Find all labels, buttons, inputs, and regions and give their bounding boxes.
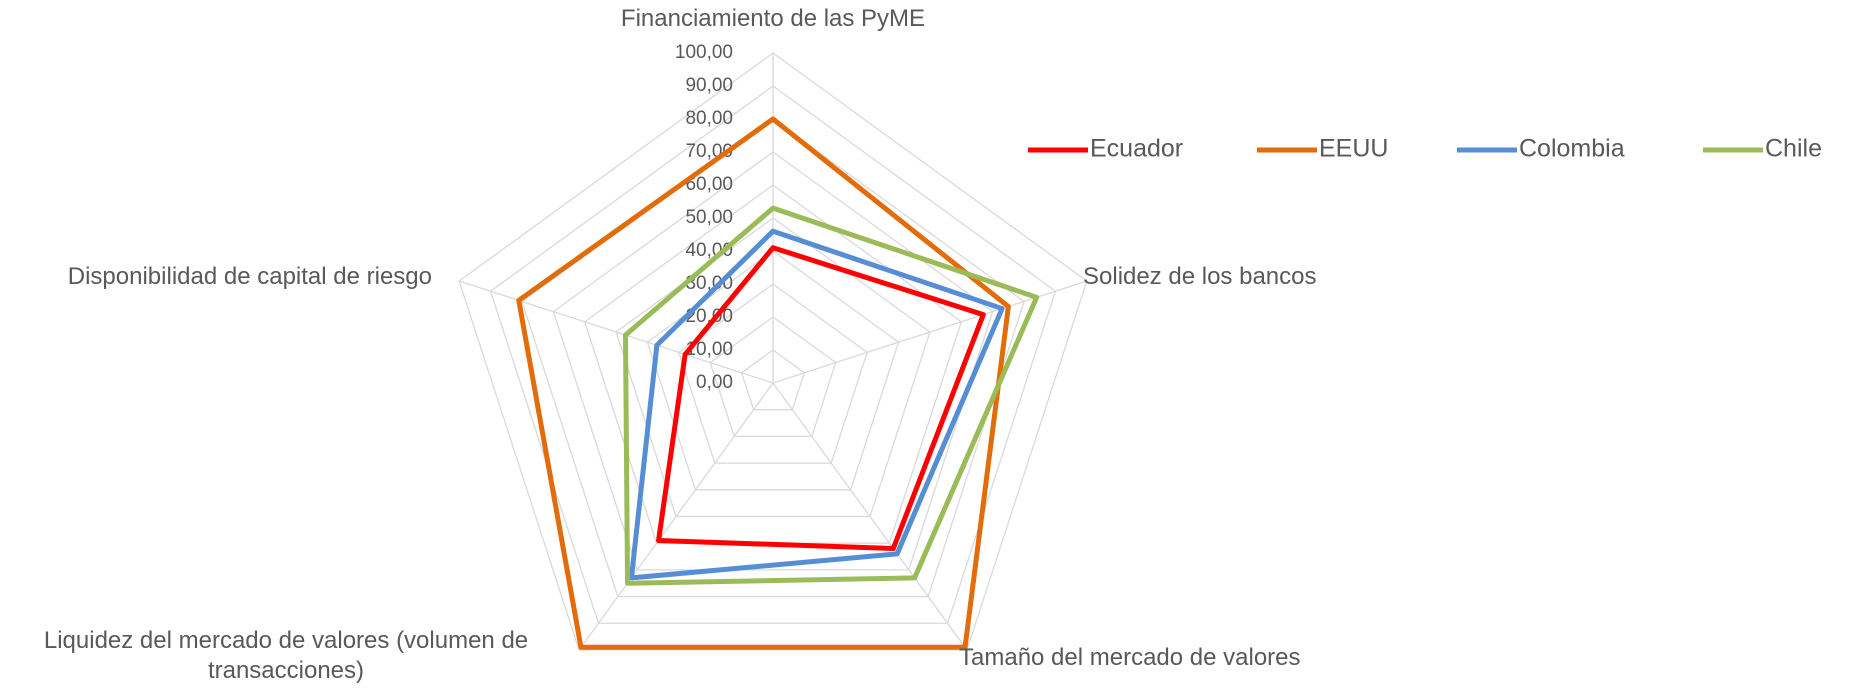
category-label-box: Disponibilidad de capital de riesgo <box>67 263 432 290</box>
y-tick-label: 0,00 <box>696 372 733 393</box>
category-label-box: Solidez de los bancos <box>1083 263 1317 290</box>
grid-ring <box>489 85 1057 624</box>
grid-ring <box>740 349 806 411</box>
category-label: Financiamiento de las PyME <box>620 5 926 32</box>
category-label: Disponibilidad de capital de riesgo <box>67 263 432 290</box>
grid-ring <box>646 250 900 491</box>
category-label-box: Financiamiento de las PyME <box>620 5 926 32</box>
series-line <box>628 228 1005 581</box>
y-tick-label: 60,00 <box>685 174 733 195</box>
y-tick-label: 80,00 <box>685 108 733 129</box>
y-tick-label: 100,00 <box>675 42 733 63</box>
series-line <box>622 205 1040 586</box>
spoke <box>578 382 774 651</box>
y-tick-label: 50,00 <box>685 207 733 228</box>
category-label: Solidez de los bancos <box>1083 263 1317 290</box>
category-label-box: Tamaño del mercado de valores <box>959 644 1301 671</box>
y-tick-label: 10,00 <box>685 339 733 360</box>
y-tick-label: 30,00 <box>685 273 733 294</box>
series-line <box>656 245 986 552</box>
category-label: Liquidez del mercado de valores (volumen… <box>43 627 529 684</box>
category-label: Tamaño del mercado de valores <box>959 644 1301 671</box>
grid-ring <box>709 316 837 438</box>
category-label-box: Liquidez del mercado de valores (volumen… <box>43 627 529 684</box>
legend-label: EEUU <box>1319 135 1388 163</box>
legend-label: Ecuador <box>1090 135 1183 163</box>
grid-ring <box>615 217 931 518</box>
grid-ring <box>458 52 1088 651</box>
legend-label: Colombia <box>1519 135 1625 163</box>
legend-label: Chile <box>1765 135 1822 163</box>
y-tick-label: 90,00 <box>685 75 733 96</box>
spoke <box>458 280 774 384</box>
grid-ring <box>552 151 994 571</box>
spoke <box>772 382 968 651</box>
